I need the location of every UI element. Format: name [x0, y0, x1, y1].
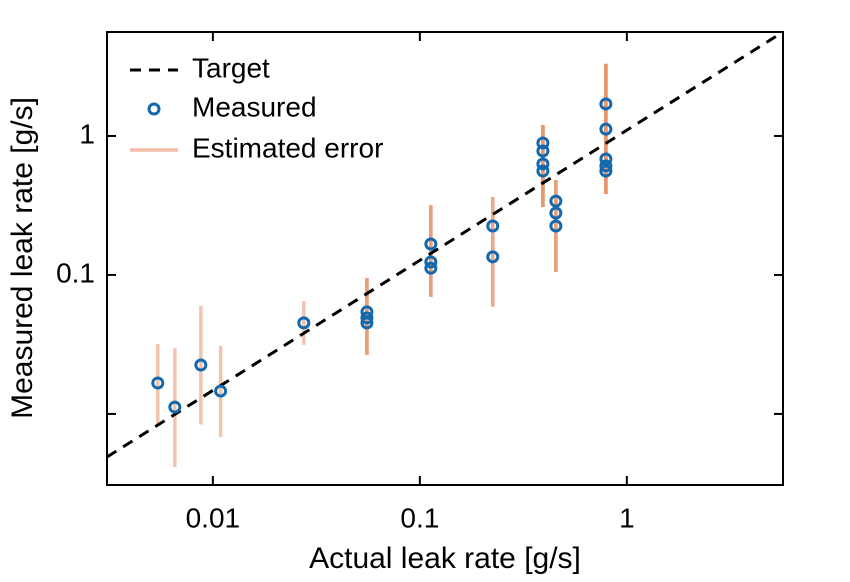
legend-label: Estimated error [192, 132, 383, 163]
point [536, 164, 550, 178]
point [424, 255, 438, 269]
point [151, 376, 165, 390]
point [599, 159, 613, 173]
point [549, 219, 563, 233]
x-tick-label: 0.01 [186, 502, 241, 533]
point [549, 206, 563, 220]
legend-label: Target [192, 52, 270, 83]
point [599, 97, 613, 111]
legend-label: Measured [192, 91, 317, 122]
point [599, 164, 613, 178]
point [424, 237, 438, 251]
plot-frame [106, 31, 784, 486]
x-axis-label: Actual leak rate [g/s] [309, 542, 581, 575]
point [360, 311, 374, 325]
point [536, 157, 550, 171]
point [599, 122, 613, 136]
y-tick-label: 0.1 [56, 257, 95, 288]
y-axis-label: Measured leak rate [g/s] [6, 97, 39, 419]
point [549, 194, 563, 208]
point [599, 152, 613, 166]
point [536, 136, 550, 150]
x-tick-label: 1 [619, 502, 635, 533]
point [536, 144, 550, 158]
x-tick-label: 0.1 [400, 502, 439, 533]
y-tick-label: 1 [79, 118, 95, 149]
point [360, 316, 374, 330]
point [214, 384, 228, 398]
point [424, 261, 438, 275]
point [486, 219, 500, 233]
point [168, 400, 182, 414]
point [297, 316, 311, 330]
point [194, 358, 208, 372]
legend-measured-swatch [147, 102, 161, 116]
point [486, 250, 500, 264]
